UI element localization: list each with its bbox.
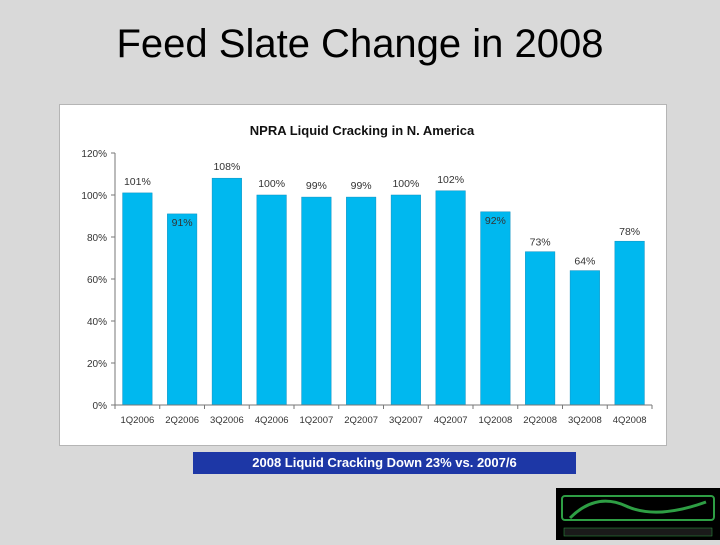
bar <box>301 196 332 406</box>
y-tick-label: 40% <box>87 317 107 328</box>
data-label: 102% <box>437 174 464 186</box>
bar <box>569 270 600 406</box>
x-tick-label: 1Q2008 <box>478 415 512 426</box>
x-tick-label: 2Q2007 <box>344 415 378 426</box>
data-label: 92% <box>485 215 506 227</box>
data-label: 108% <box>213 161 240 173</box>
x-axis: 1Q2006 2Q2006 3Q2006 4Q2006 1Q2007 2Q2007 3Q20… <box>114 404 653 426</box>
x-tick-label: 3Q2006 <box>210 415 244 426</box>
data-label: 100% <box>258 178 285 190</box>
data-label: 73% <box>530 237 551 249</box>
x-tick-label: 1Q2007 <box>299 415 333 426</box>
amap-logo-icon <box>561 495 715 537</box>
data-labels: 101% 91% 108% 100% 99% 99% 100% 102% 92% 73% 64% 78… <box>124 161 640 267</box>
y-tick-label: 120% <box>81 149 107 160</box>
chart-title: NPRA Liquid Cracking in N. America <box>250 123 475 138</box>
slide-title: Feed Slate Change in 2008 <box>116 22 604 66</box>
x-tick-label: 3Q2008 <box>568 415 602 426</box>
caption-banner: 2008 Liquid Cracking Down 23% vs. 2007/6 <box>193 452 576 474</box>
bar-chart: NPRA Liquid Cracking in N. America 0% 20%… <box>81 123 653 426</box>
x-tick-label: 4Q2006 <box>255 415 289 426</box>
y-axis: 0% 20% 40% 60% 80% 100% 120% <box>81 149 116 412</box>
bar <box>167 213 198 406</box>
data-label: 99% <box>351 180 372 192</box>
x-tick-label: 2Q2008 <box>523 415 557 426</box>
bars <box>122 177 645 406</box>
bar <box>614 240 645 406</box>
amap-logo <box>556 488 720 540</box>
bar <box>525 251 556 406</box>
data-label: 100% <box>392 178 419 190</box>
bar <box>211 177 242 406</box>
y-tick-label: 60% <box>87 275 107 286</box>
x-tick-label: 2Q2006 <box>165 415 199 426</box>
bar <box>346 196 377 406</box>
x-tick-label: 3Q2007 <box>389 415 423 426</box>
data-label: 91% <box>172 217 193 229</box>
y-tick-label: 100% <box>81 191 107 202</box>
bar <box>390 194 421 406</box>
y-tick-label: 80% <box>87 233 107 244</box>
bar <box>480 211 511 406</box>
data-label: 78% <box>619 226 640 238</box>
data-label: 99% <box>306 180 327 192</box>
x-tick-label: 4Q2007 <box>434 415 468 426</box>
bar <box>122 192 153 406</box>
y-tick-label: 20% <box>87 359 107 370</box>
y-tick-label: 0% <box>93 401 108 412</box>
chart-frame: NPRA Liquid Cracking in N. America 0% 20%… <box>59 104 667 446</box>
x-tick-label: 1Q2006 <box>120 415 154 426</box>
data-label: 101% <box>124 176 151 188</box>
data-label: 64% <box>574 256 595 268</box>
x-tick-label: 4Q2008 <box>613 415 647 426</box>
bar <box>435 190 466 406</box>
bar <box>256 194 287 406</box>
